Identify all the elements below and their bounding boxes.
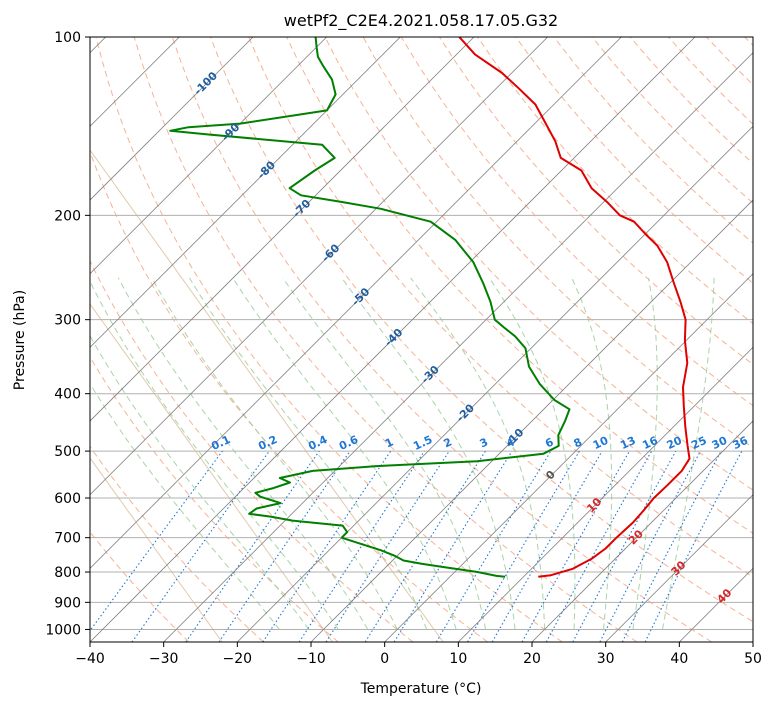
- dry-adiabat: [286, 37, 753, 534]
- y-tick-label: 700: [54, 531, 81, 547]
- mixing-ratio-line: [325, 450, 450, 642]
- isotherm-line: [90, 37, 254, 201]
- mixing-ratio-label: 25: [689, 434, 708, 452]
- dry-adiabat: [90, 259, 414, 642]
- plot-frame: [89, 36, 754, 643]
- mixing-ratio-line: [521, 450, 630, 642]
- mixing-ratio-line: [298, 450, 425, 642]
- isotherm-line: [310, 199, 753, 642]
- moist-adiabat: [117, 277, 369, 630]
- dry-adiabat: [90, 356, 339, 642]
- x-tick-label: −10: [296, 651, 326, 667]
- mixing-ratio-line: [644, 450, 743, 642]
- isotherm-line: [90, 37, 696, 642]
- y-tick-label: 900: [54, 595, 81, 611]
- x-tick-label: −30: [149, 651, 179, 667]
- moist-adiabats: [90, 277, 715, 630]
- isotherms: [90, 37, 753, 642]
- moist-adiabat: [488, 277, 576, 630]
- isotherm-line: [90, 37, 401, 348]
- isotherm-line: [605, 494, 753, 642]
- y-tick-label: 1000: [45, 622, 81, 638]
- x-tick-label: 20: [523, 651, 541, 667]
- dry-adiabat: [95, 37, 563, 642]
- dry-adiabat: [515, 37, 753, 284]
- mixing-ratio-label: 16: [640, 434, 660, 452]
- mixing-ratio-line: [218, 450, 351, 642]
- x-axis-label: Temperature (°C): [360, 681, 482, 697]
- x-tick-label: 40: [670, 651, 688, 667]
- isohume-curve: [90, 303, 334, 642]
- mixing-ratio-line: [131, 450, 270, 642]
- x-tick-label: 30: [597, 651, 615, 667]
- pressure-gridlines: [90, 37, 753, 630]
- mixing-ratio-label: 20: [665, 434, 685, 452]
- isotherm-line: [237, 125, 753, 642]
- mixing-ratio-line: [262, 450, 392, 642]
- moist-adiabat: [661, 277, 715, 630]
- mixing-ratio-label: 36: [731, 434, 751, 452]
- y-tick-label: 600: [54, 491, 81, 507]
- dry-adiabat: [210, 37, 753, 623]
- mixing-ratio-label: 30: [710, 434, 730, 452]
- x-axis-ticks: −40 −30 −20 −10 0 10 20 30 40 50: [75, 642, 762, 667]
- moist-adiabat: [341, 277, 516, 630]
- moist-adiabat: [282, 277, 487, 630]
- dry-adiabat: [248, 37, 753, 578]
- moist-adiabat: [151, 277, 398, 630]
- x-tick-label: 10: [449, 651, 467, 667]
- mixing-ratio-line: [185, 450, 320, 642]
- dry-adiabat: [324, 37, 753, 491]
- isotherm-line: [90, 37, 327, 275]
- y-tick-label: 800: [54, 565, 81, 581]
- dry-adiabat: [90, 445, 264, 642]
- x-tick-label: 50: [744, 651, 762, 667]
- dry-adiabat: [171, 37, 712, 642]
- isotherm-line: [458, 346, 753, 642]
- y-tick-label: 100: [54, 30, 81, 46]
- moist-adiabat: [410, 277, 546, 630]
- moist-adiabat: [632, 277, 658, 630]
- y-tick-label: 400: [54, 387, 81, 403]
- y-axis-label: Pressure (hPa): [12, 290, 28, 390]
- mixing-ratio-lines: [90, 450, 743, 642]
- isotherm-line: [531, 420, 753, 642]
- moist-adiabat: [232, 277, 457, 630]
- mixing-ratio-line: [393, 450, 513, 642]
- x-tick-label: 0: [380, 651, 389, 667]
- dewpoint-profile-line: [169, 37, 571, 578]
- moist-adiabat: [90, 280, 339, 630]
- isotherm-line: [90, 37, 475, 422]
- y-tick-label: 300: [54, 313, 81, 329]
- moist-adiabat: [571, 277, 613, 630]
- chart-title: wetPf2_C2E4.2021.058.17.05.G32: [284, 11, 558, 31]
- moist-adiabat: [188, 277, 428, 630]
- y-tick-label: 500: [54, 444, 81, 460]
- mixing-ratio-line: [545, 450, 653, 642]
- sounding-series: [169, 37, 691, 578]
- plot-area: [90, 37, 753, 642]
- x-tick-label: −20: [223, 651, 253, 667]
- moist-adiabat: [90, 382, 280, 630]
- temperature-profile-line: [458, 37, 691, 578]
- x-tick-label: −40: [75, 651, 105, 667]
- mixing-ratio-label: 13: [618, 434, 637, 452]
- y-tick-label: 200: [54, 208, 81, 224]
- isotherm-line: [163, 52, 753, 642]
- isotherm-line: [90, 37, 622, 569]
- isohume-curves: [90, 149, 444, 642]
- mixing-ratio-label: 10: [591, 434, 611, 452]
- moist-adiabat: [90, 334, 310, 630]
- isotherm-line: [90, 37, 548, 496]
- isohume-curve: [90, 149, 444, 642]
- mixing-ratio-line: [90, 450, 223, 632]
- isotherm-line: [384, 273, 753, 642]
- y-axis-ticks: 100 200 300 400 500 600 700 800 900 1000: [45, 30, 90, 638]
- mixing-ratio-line: [572, 450, 677, 642]
- isohume-curve: [90, 457, 223, 642]
